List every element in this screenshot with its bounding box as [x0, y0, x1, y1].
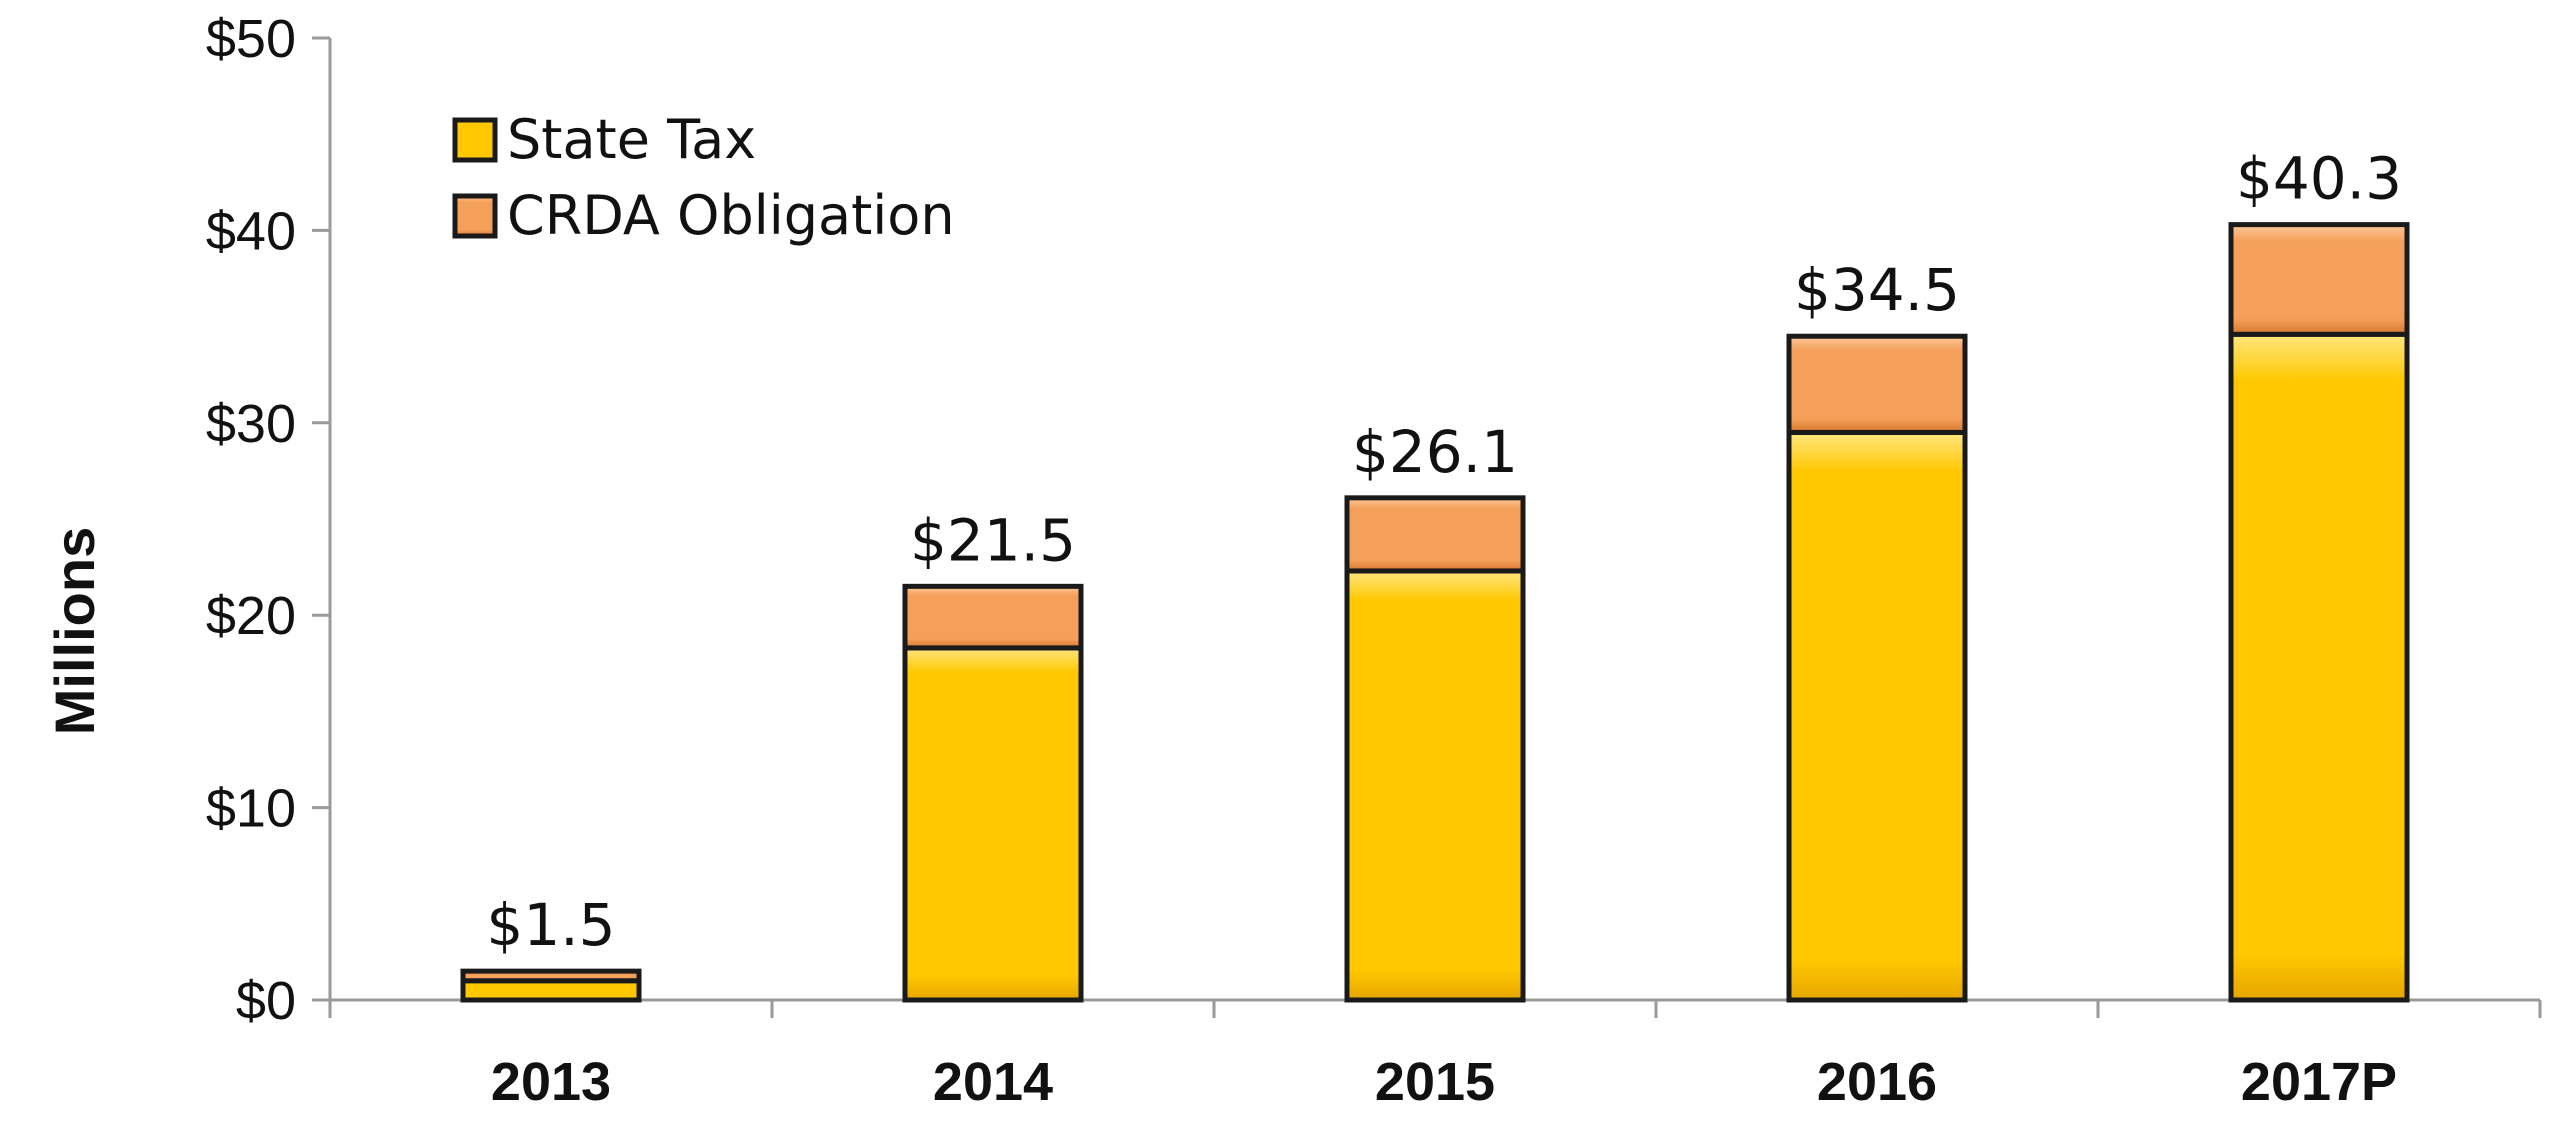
- x-tick-label: 2017P: [2241, 1052, 2397, 1112]
- x-tick-label: 2014: [933, 1052, 1053, 1112]
- bar-segment-crda-obligation: [2228, 222, 2410, 337]
- bar-segment-state-tax: [1344, 568, 1526, 1003]
- bar-segment-crda-obligation: [1344, 495, 1526, 574]
- bar-total-label: $40.3: [2236, 145, 2402, 213]
- legend-swatch-crda-obligation: [452, 193, 498, 239]
- y-axis-title: Millions: [43, 527, 106, 735]
- bar-segment-crda-obligation: [460, 968, 642, 984]
- legend-swatch-state-tax: [452, 117, 498, 163]
- y-tick-label: $20: [206, 586, 296, 646]
- bar-segment-crda-obligation: [902, 583, 1084, 651]
- legend-label-crda-obligation: CRDA Obligation: [507, 184, 955, 247]
- y-tick-label: $10: [206, 779, 296, 839]
- x-tick-label: 2015: [1375, 1052, 1495, 1112]
- legend: State Tax CRDA Obligation: [452, 108, 955, 247]
- y-tick-label: $50: [206, 9, 296, 69]
- y-tick-label: $40: [206, 201, 296, 261]
- bar-total-label: $34.5: [1794, 256, 1960, 324]
- x-tick-label: 2016: [1817, 1052, 1937, 1112]
- bars: [460, 222, 2410, 1003]
- y-tick-label: $30: [206, 394, 296, 454]
- bar-segment-state-tax: [1786, 429, 1968, 1003]
- bar-total-label: $21.5: [910, 506, 1076, 574]
- axes: $0 $10 $20 $30 $40 $50 Millions: [43, 9, 2542, 1031]
- bar-segment-state-tax: [902, 645, 1084, 1003]
- y-tick-label: $0: [236, 971, 296, 1031]
- bar-segment-crda-obligation: [1786, 333, 1968, 435]
- bar-total-label: $26.1: [1352, 418, 1518, 486]
- bar-total-label: $1.5: [486, 891, 615, 959]
- bar-segment-state-tax: [2228, 331, 2410, 1003]
- labels: $1.5 2013 $21.5 2014 $26.1 2015 $34.5 2016 $40.3…: [486, 145, 2402, 1112]
- bar-segment-state-tax: [460, 978, 642, 1003]
- x-tick-label: 2013: [491, 1052, 611, 1112]
- legend-label-state-tax: State Tax: [507, 108, 756, 171]
